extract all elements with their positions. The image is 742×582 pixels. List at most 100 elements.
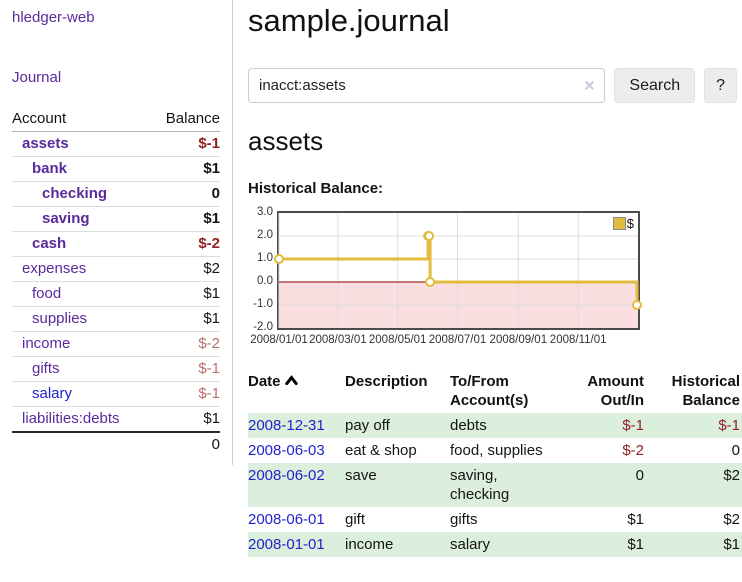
account-balance: 0 (150, 181, 220, 207)
app-layout: hledger-web Journal Account Balance asse… (0, 0, 742, 557)
y-tick-label: 3.0 (257, 206, 273, 218)
accounts-total-balance: 0 (150, 431, 220, 457)
transaction-date-link[interactable]: 2008-12-31 (248, 417, 325, 434)
account-link-gifts[interactable]: gifts (32, 360, 60, 377)
account-balance: $1 (150, 156, 220, 182)
legend-swatch-icon (612, 217, 626, 230)
account-balance: $-1 (150, 356, 220, 382)
account-balance: $-1 (150, 131, 220, 157)
account-link-assets[interactable]: assets (22, 135, 69, 152)
account-row-food: food $1 (12, 281, 220, 307)
transaction-amount: $-2 (622, 442, 644, 459)
transaction-date-link[interactable]: 2008-06-03 (248, 442, 325, 459)
register-table: Date Description To/From Account(s) Amou… (248, 369, 742, 557)
account-link-liabilities-debts[interactable]: liabilities:debts (22, 410, 120, 427)
y-tick-label: 0.0 (257, 275, 273, 287)
account-link-saving[interactable]: saving (42, 210, 90, 227)
register-row: 2008-12-31 pay off debts $-1 $-1 (248, 413, 742, 438)
account-row-checking: checking 0 (12, 181, 220, 207)
account-link-expenses[interactable]: expenses (22, 260, 87, 277)
transaction-description: pay off (345, 413, 450, 438)
transaction-description: income (345, 532, 450, 557)
sidebar-item-journal[interactable]: Journal (12, 69, 62, 86)
register-header-balance: Historical Balance (671, 373, 740, 409)
transaction-accounts: salary (450, 532, 562, 557)
register-header-description: Description (345, 373, 428, 390)
accounts-table: Account Balance assets $-1 bank $1 check… (12, 107, 220, 457)
account-link-bank[interactable]: bank (32, 160, 68, 177)
x-tick-label: 2008/05/01 (368, 334, 427, 346)
help-button[interactable]: ? (704, 68, 737, 103)
transaction-accounts: debts (450, 413, 562, 438)
transaction-balance: $2 (650, 463, 742, 507)
transaction-amount: 0 (562, 463, 650, 507)
x-tick-label: 2008/07/01 (428, 334, 487, 346)
chart-legend: $ (612, 216, 634, 231)
y-tick-label: -2.0 (253, 321, 273, 333)
transaction-description: save (345, 463, 450, 507)
sort-ascending-icon (284, 375, 298, 386)
transaction-description: eat & shop (345, 442, 417, 459)
transaction-amount: $1 (562, 532, 650, 557)
transaction-accounts: saving, checking (450, 463, 562, 507)
legend-label: $ (626, 216, 634, 231)
account-heading: assets (248, 126, 324, 156)
accounts-header-balance: Balance (150, 107, 220, 132)
account-balance: $1 (150, 406, 220, 433)
account-balance: $1 (150, 206, 220, 232)
accounts-total-row: 0 (12, 431, 220, 457)
y-tick-label: 1.0 (257, 252, 273, 264)
clear-search-icon[interactable]: ✕ (583, 77, 596, 93)
account-link-income[interactable]: income (22, 335, 71, 352)
account-balance: $-2 (150, 231, 220, 257)
page-title: sample.journal (248, 3, 450, 38)
transaction-date-link[interactable]: 2008-06-01 (248, 511, 325, 528)
account-row-liabilities-debts: liabilities:debts $1 (12, 406, 220, 433)
account-row-assets: assets $-1 (12, 131, 220, 157)
search-button[interactable]: Search (614, 68, 696, 103)
transaction-accounts: food, supplies (450, 442, 543, 459)
x-tick-label: 2008/01/01 (250, 334, 308, 346)
transaction-balance: $-1 (650, 413, 742, 438)
transaction-date-link[interactable]: 2008-01-01 (248, 536, 325, 553)
account-link-food[interactable]: food (32, 285, 62, 302)
transaction-description: gift (345, 511, 366, 528)
historical-balance-chart: $ -2.0 -1.0 0.0 1.0 2.0 3.0 2008/01/01 2008/03… (248, 206, 737, 349)
account-link-cash[interactable]: cash (32, 235, 67, 252)
register-row: 2008-06-01 gift gifts $1 $2 (248, 507, 742, 532)
chart-line-svg (274, 213, 642, 328)
register-header-amount: Amount Out/In (587, 373, 644, 409)
search-form: ✕ Search ? (248, 68, 737, 103)
transaction-amount: $-1 (562, 413, 650, 438)
app-brand-link[interactable]: hledger-web (12, 9, 95, 26)
account-row-salary: salary $-1 (12, 381, 220, 407)
account-row-income: income $-2 (12, 331, 220, 357)
search-input[interactable] (248, 68, 606, 103)
accounts-table-header: Account Balance (12, 107, 220, 132)
transaction-balance: 0 (731, 442, 740, 459)
register-row: 2008-01-01 income salary $1 $1 (248, 532, 742, 557)
chart-title: Historical Balance: (248, 180, 384, 197)
account-balance: $-1 (150, 381, 220, 407)
main-content: sample.journal ✕ Search ? assets Histori… (233, 0, 742, 557)
account-link-supplies[interactable]: supplies (32, 310, 88, 327)
transaction-accounts: gifts (450, 511, 478, 528)
search-box: ✕ (248, 68, 606, 103)
account-balance: $-2 (150, 331, 220, 357)
x-tick-label: 2008/03/01 (309, 334, 367, 346)
transaction-balance: $2 (723, 511, 740, 528)
account-balance: $1 (150, 306, 220, 332)
y-tick-label: 2.0 (257, 229, 273, 241)
transaction-balance: $1 (650, 532, 742, 557)
register-header-date[interactable]: Date (248, 369, 345, 413)
accounts-header-account: Account (12, 107, 151, 132)
account-link-salary[interactable]: salary (32, 385, 73, 402)
y-tick-label: -1.0 (253, 298, 273, 310)
sidebar: hledger-web Journal Account Balance asse… (0, 0, 233, 465)
transaction-date-link[interactable]: 2008-06-02 (248, 467, 325, 484)
register-header-accounts: To/From Account(s) (450, 373, 529, 409)
register-row: 2008-06-02 save saving, checking 0 $2 (248, 463, 742, 507)
account-link-checking[interactable]: checking (42, 185, 108, 202)
account-row-saving: saving $1 (12, 206, 220, 232)
account-row-supplies: supplies $1 (12, 306, 220, 332)
